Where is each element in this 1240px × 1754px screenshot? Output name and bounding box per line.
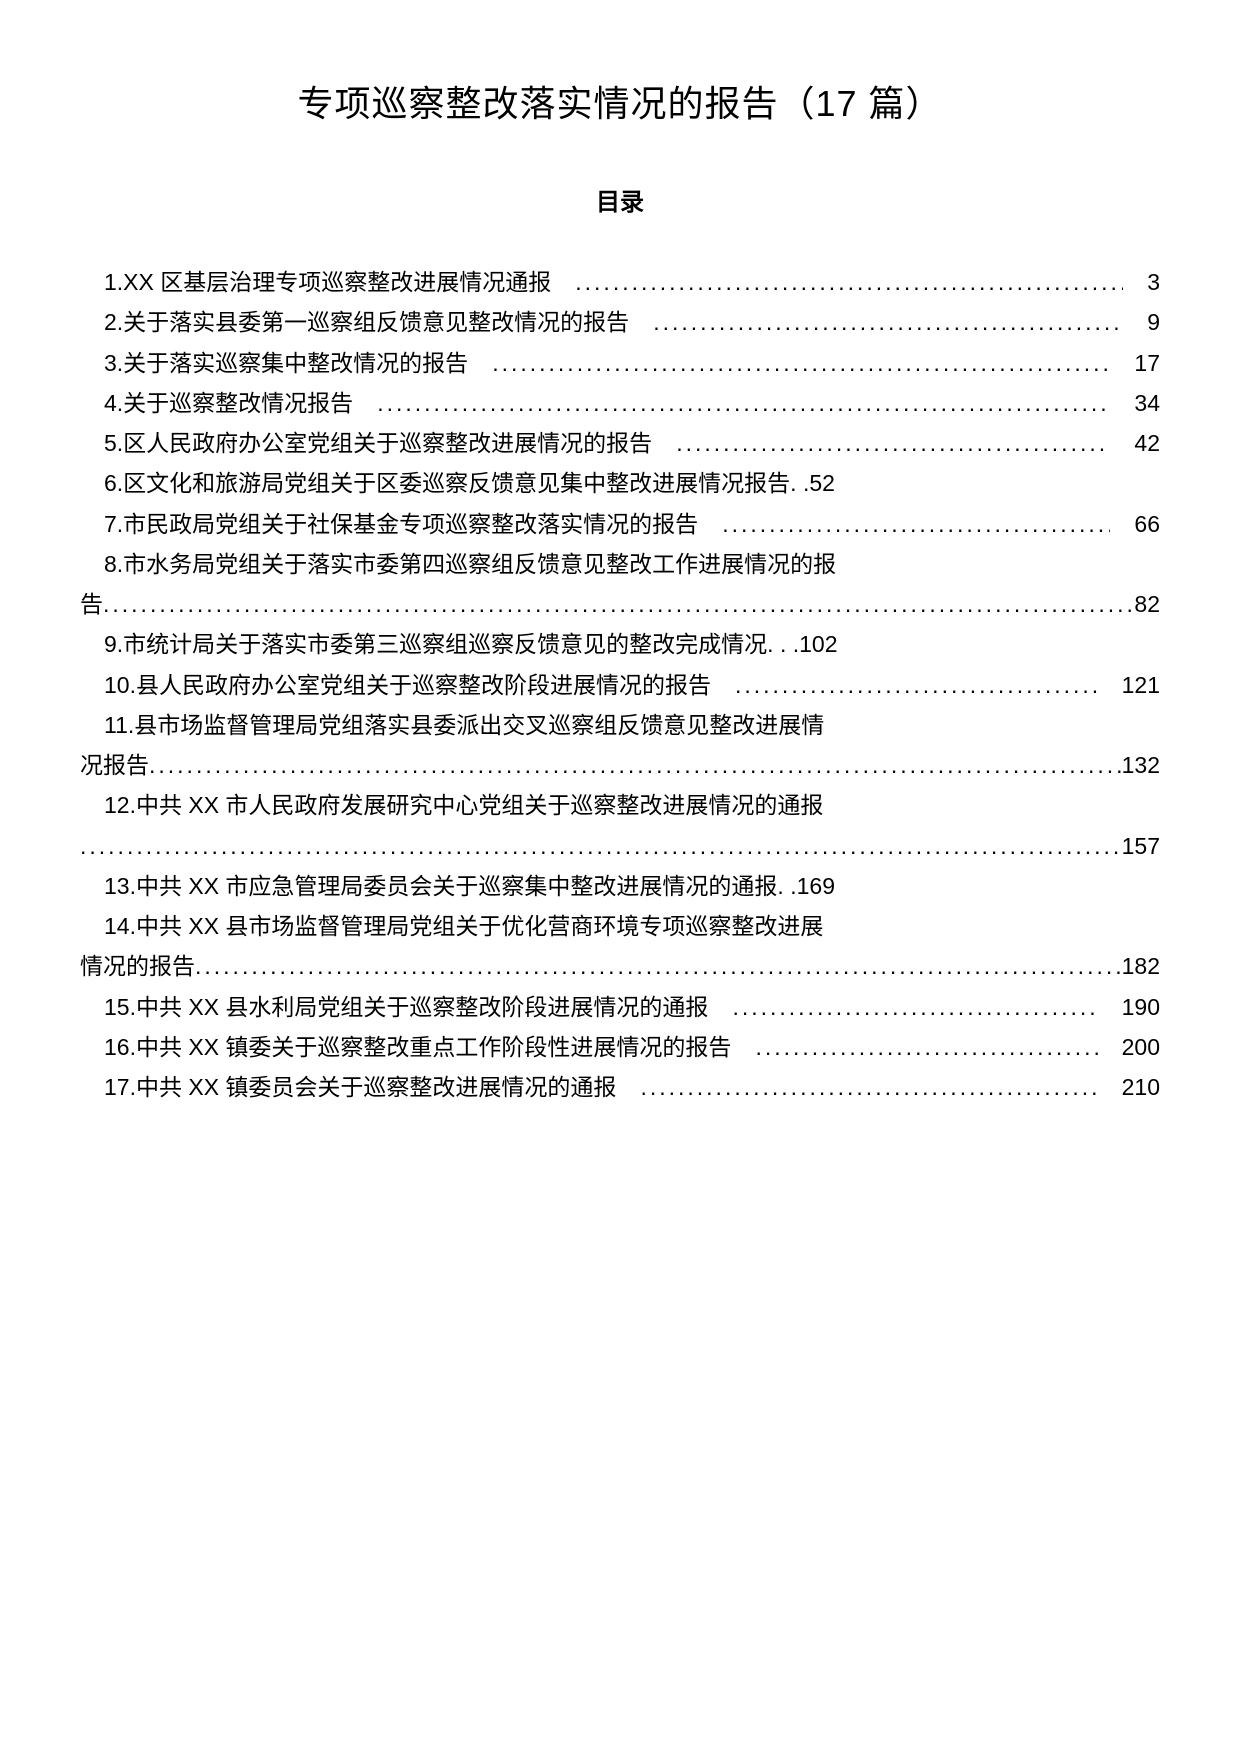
toc-entry: 9.市统计局关于落实市委第三巡察组巡察反馈意见的整改完成情况. . .102	[80, 624, 1160, 664]
toc-entry-text: 16.中共 XX 镇委关于巡察整改重点工作阶段性进展情况的报告	[80, 1027, 731, 1067]
toc-entry-text: 11.县市场监督管理局党组落实县委派出交叉巡察组反馈意见整改进展情	[80, 705, 824, 745]
toc-page-number: 3	[1123, 262, 1160, 302]
toc-leader-dots: ........................................…	[629, 302, 1123, 342]
toc-page-number: 42	[1110, 423, 1160, 463]
toc-page-number: 132	[1122, 745, 1160, 785]
toc-page-number: 200	[1098, 1027, 1160, 1067]
toc-leader-dots: ........................................…	[551, 262, 1123, 302]
toc-entry: 2.关于落实县委第一巡察组反馈意见整改情况的报告................…	[80, 302, 1160, 342]
toc-heading: 目录	[80, 182, 1160, 217]
toc-entry-line2: 况报告.....................................…	[80, 745, 1160, 785]
toc-entry: 13.中共 XX 市应急管理局委员会关于巡察集中整改进展情况的通报. .169	[80, 866, 1160, 906]
table-of-contents: 1.XX 区基层治理专项巡察整改进展情况通报..................…	[80, 262, 1160, 1107]
toc-page-number: 182	[1122, 946, 1160, 986]
toc-entry: 4.关于巡察整改情况报告............................…	[80, 383, 1160, 423]
toc-entry-line2: ........................................…	[80, 826, 1160, 866]
toc-entry-text: 告	[80, 584, 103, 624]
toc-entry-text: 8.市水务局党组关于落实市委第四巡察组反馈意见整改工作进展情况的报	[80, 544, 836, 584]
toc-leader-dots: ........................................…	[468, 343, 1110, 383]
toc-entry-text: 况报告	[80, 745, 149, 785]
toc-leader-dots: ........................................…	[616, 1067, 1097, 1107]
toc-leader-dots: ........................................…	[698, 504, 1110, 544]
toc-leader-dots: ........................................…	[353, 383, 1110, 423]
toc-entry: 17.中共 XX 镇委员会关于巡察整改进展情况的通报..............…	[80, 1067, 1160, 1107]
toc-entry-line1: 11.县市场监督管理局党组落实县委派出交叉巡察组反馈意见整改进展情	[80, 705, 1160, 745]
toc-entry-text: 6.区文化和旅游局党组关于区委巡察反馈意见集中整改进展情况报告. .52	[80, 463, 835, 503]
toc-entry-text: 12.中共 XX 市人民政府发展研究中心党组关于巡察整改进展情况的通报	[80, 785, 823, 825]
toc-leader-dots: ........................................…	[195, 946, 1122, 986]
toc-entry-text: 10.县人民政府办公室党组关于巡察整改阶段进展情况的报告	[80, 665, 711, 705]
toc-entry-text: 情况的报告	[80, 946, 195, 986]
toc-entry: 3.关于落实巡察集中整改情况的报告.......................…	[80, 343, 1160, 383]
toc-entry-line1: 14.中共 XX 县市场监督管理局党组关于优化营商环境专项巡察整改进展	[80, 906, 1160, 946]
toc-leader-dots: ........................................…	[708, 987, 1097, 1027]
toc-entry-text: 14.中共 XX 县市场监督管理局党组关于优化营商环境专项巡察整改进展	[80, 906, 823, 946]
toc-page-number: 66	[1110, 504, 1160, 544]
toc-leader-dots: ........................................…	[731, 1027, 1097, 1067]
toc-entry-text: 4.关于巡察整改情况报告	[80, 383, 353, 423]
toc-entry: 5.区人民政府办公室党组关于巡察整改进展情况的报告...............…	[80, 423, 1160, 463]
toc-entry-text: 9.市统计局关于落实市委第三巡察组巡察反馈意见的整改完成情况. . .102	[80, 624, 838, 664]
toc-page-number: 9	[1123, 302, 1160, 342]
toc-entry: 15.中共 XX 县水利局党组关于巡察整改阶段进展情况的通报..........…	[80, 987, 1160, 1027]
toc-entry-text: 7.市民政局党组关于社保基金专项巡察整改落实情况的报告	[80, 504, 698, 544]
toc-entry: 16.中共 XX 镇委关于巡察整改重点工作阶段性进展情况的报告.........…	[80, 1027, 1160, 1067]
toc-page-number: 17	[1110, 343, 1160, 383]
toc-page-number: 210	[1098, 1067, 1160, 1107]
toc-entry: 7.市民政局党组关于社保基金专项巡察整改落实情况的报告.............…	[80, 504, 1160, 544]
toc-entry-text: 1.XX 区基层治理专项巡察整改进展情况通报	[80, 262, 551, 302]
toc-entry: 1.XX 区基层治理专项巡察整改进展情况通报..................…	[80, 262, 1160, 302]
toc-entry-line2: 情况的报告...................................…	[80, 946, 1160, 986]
toc-entry-text: 13.中共 XX 市应急管理局委员会关于巡察集中整改进展情况的通报. .169	[80, 866, 835, 906]
toc-leader-dots: ........................................…	[652, 423, 1110, 463]
toc-entry-text: 15.中共 XX 县水利局党组关于巡察整改阶段进展情况的通报	[80, 987, 708, 1027]
toc-entry: 6.区文化和旅游局党组关于区委巡察反馈意见集中整改进展情况报告. .52	[80, 463, 1160, 503]
toc-entry: 10.县人民政府办公室党组关于巡察整改阶段进展情况的报告............…	[80, 665, 1160, 705]
toc-page-number: 82	[1134, 584, 1160, 624]
toc-leader-dots: ........................................…	[103, 584, 1134, 624]
toc-entry-line1: 12.中共 XX 市人民政府发展研究中心党组关于巡察整改进展情况的通报	[80, 785, 1160, 825]
toc-page-number: 34	[1110, 383, 1160, 423]
document-title: 专项巡察整改落实情况的报告（17 篇）	[80, 75, 1160, 127]
toc-entry-text: 17.中共 XX 镇委员会关于巡察整改进展情况的通报	[80, 1067, 616, 1107]
toc-entry-line1: 8.市水务局党组关于落实市委第四巡察组反馈意见整改工作进展情况的报	[80, 544, 1160, 584]
toc-entry-text: 5.区人民政府办公室党组关于巡察整改进展情况的报告	[80, 423, 652, 463]
toc-page-number: 121	[1098, 665, 1160, 705]
toc-entry-line2: 告.......................................…	[80, 584, 1160, 624]
toc-leader-dots: ........................................…	[711, 665, 1098, 705]
toc-leader-dots: ........................................…	[80, 826, 1122, 866]
toc-entry-text: 2.关于落实县委第一巡察组反馈意见整改情况的报告	[80, 302, 629, 342]
toc-entry-text: 3.关于落实巡察集中整改情况的报告	[80, 343, 468, 383]
toc-page-number: 190	[1098, 987, 1160, 1027]
toc-leader-dots: ........................................…	[149, 745, 1122, 785]
toc-page-number: 157	[1122, 826, 1160, 866]
